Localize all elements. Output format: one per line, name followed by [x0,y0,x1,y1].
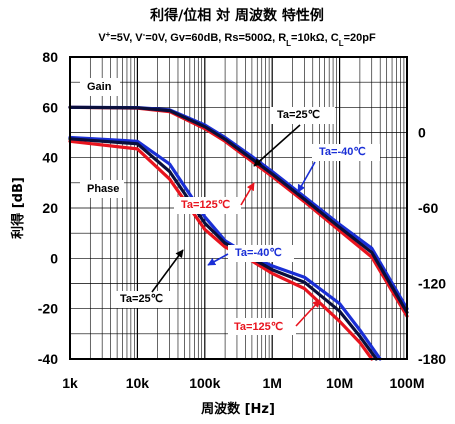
label-ta-40-gain-bg [312,144,380,161]
x-tick-label: 1M [262,375,281,391]
x-tick-label: 100k [189,375,220,391]
y-tick-label: 80 [42,49,58,65]
phase-label-bg [80,180,124,198]
y2-tick-label: -120 [418,276,446,292]
label-ta125-phase-arrow [295,299,321,327]
x-tick-label: 1k [62,375,78,391]
y2-tick-label: -180 [418,351,446,367]
phase-label: Phase [87,183,119,195]
gain-label-bg [80,78,120,96]
y-tick-label: 0 [50,250,58,266]
series-line-gain [68,105,409,314]
y-tick-label: -40 [38,351,58,367]
annotations: Gain Phase Ta=25℃ Ta=-40℃ Ta=125℃ Ta=-40℃ Ta=2… [80,78,380,335]
label-ta-40-phase-bg [228,245,294,262]
y-tick-label: -20 [38,301,58,317]
label-ta-40-phase: Ta=-40℃ [235,247,282,259]
label-ta-40-phase-arrow [207,253,229,266]
y2-tick-label: -60 [418,200,438,216]
label-ta-40-gain: Ta=-40℃ [319,146,366,158]
x-tick-label: 10M [326,375,353,391]
tick-labels: 1k 10k 100k 1M 10M 100M 80 60 40 20 0 -20 -40 0 -60 -12… [38,49,446,391]
label-ta25-phase-bg [114,291,176,308]
series-layer [68,105,409,361]
chart-subtitle: V+=5V, V-=0V, Gv=60dB, Rs=500Ω, RL=10kΩ,… [98,30,376,48]
label-ta125-phase-bg [228,318,296,335]
label-ta25-gain-arrow [253,124,301,167]
label-ta25-gain-bg [270,107,335,124]
x-tick-label: 10k [126,375,150,391]
y-axis-title: 利得 [dB] [10,177,26,239]
label-ta25-gain: Ta=25℃ [277,109,320,121]
chart-title: 利得/位相 対 周波数 特性例 [150,7,324,24]
label-ta125-gain-bg [174,197,241,214]
series-line-phase [68,139,374,361]
y-tick-label: 60 [42,99,58,115]
x-tick-label: 100M [389,375,424,391]
plot-frame [69,56,408,360]
series-line-phase [68,137,378,361]
y-tick-label: 40 [42,150,58,166]
y-tick-label: 20 [42,200,58,216]
label-ta125-phase: Ta=125℃ [234,321,283,333]
x-axis-title: 周波数 [Hz] [201,401,275,417]
label-ta25-phase-arrow [151,249,184,293]
label-ta25-phase: Ta=25℃ [120,293,163,305]
gain-label: Gain [87,81,112,93]
label-ta125-gain-arrow [240,182,255,206]
label-ta125-gain: Ta=125℃ [181,199,230,211]
y2-tick-label: 0 [418,125,426,141]
label-ta-40-gain-arrow [297,161,316,193]
